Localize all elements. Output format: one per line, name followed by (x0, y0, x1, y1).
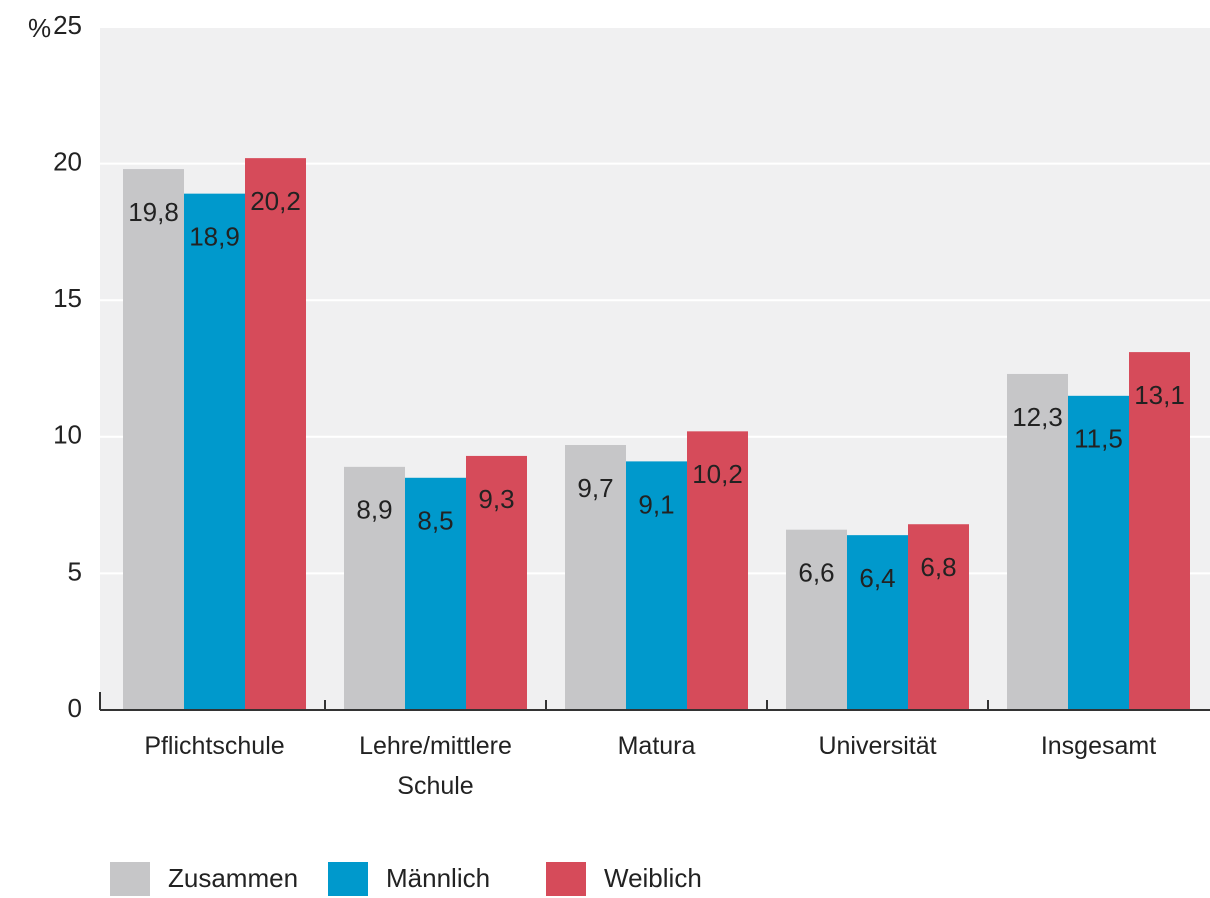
y-tick-label: 5 (68, 556, 82, 586)
x-tick-label: Lehre/mittlere Schule (359, 732, 512, 800)
bar (1068, 395, 1129, 710)
x-tick-label: Universität (818, 732, 937, 760)
value-label: 12,3 (1012, 402, 1063, 432)
value-label: 10,2 (692, 459, 743, 489)
legend-swatch (328, 862, 368, 896)
legend-label: Weiblich (604, 863, 702, 893)
bar (1007, 373, 1068, 710)
y-tick-label: 0 (68, 693, 82, 723)
legend-label: Männlich (386, 863, 490, 893)
y-tick-label: 20 (53, 146, 82, 176)
bar (123, 169, 184, 711)
legend-swatch (110, 862, 150, 896)
value-label: 8,5 (417, 506, 453, 536)
value-label: 6,8 (920, 552, 956, 582)
y-tick-label: 10 (53, 420, 82, 450)
bar (466, 455, 527, 710)
x-tick-label: Matura (617, 732, 696, 760)
bar (565, 444, 626, 710)
y-tick-label: 15 (53, 283, 82, 313)
value-label: 20,2 (250, 186, 301, 216)
value-label: 11,5 (1074, 424, 1123, 454)
legend-swatch (546, 862, 586, 896)
bar (245, 158, 306, 711)
y-axis-label: % (28, 13, 51, 43)
bar (1129, 352, 1190, 710)
value-label: 9,7 (577, 473, 613, 503)
value-label: 18,9 (189, 222, 240, 252)
value-label: 9,1 (638, 489, 674, 519)
bar (786, 529, 847, 710)
value-label: 9,3 (478, 484, 514, 514)
x-tick-label: Insgesamt (1040, 732, 1157, 760)
bar (847, 535, 908, 710)
bar (184, 193, 245, 711)
bar (908, 524, 969, 710)
x-tick-label: Pflichtschule (144, 732, 285, 760)
value-label: 8,9 (356, 495, 392, 525)
bar (405, 477, 466, 710)
bar (687, 431, 748, 710)
value-label: 6,4 (859, 563, 895, 593)
value-label: 13,1 (1134, 380, 1185, 410)
bar (344, 466, 405, 710)
legend-label: Zusammen (168, 863, 298, 893)
value-label: 6,6 (798, 558, 834, 588)
bar (626, 461, 687, 710)
value-label: 19,8 (128, 197, 179, 227)
y-tick-label: 25 (53, 10, 82, 40)
